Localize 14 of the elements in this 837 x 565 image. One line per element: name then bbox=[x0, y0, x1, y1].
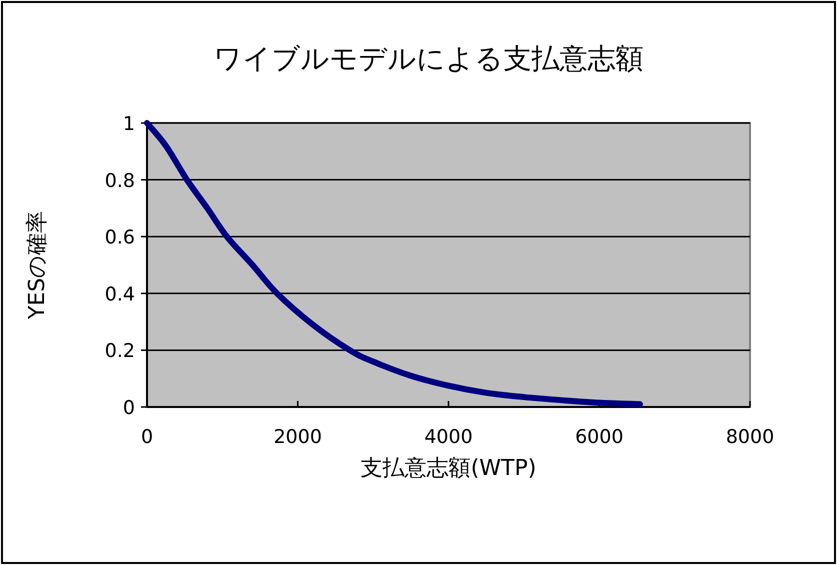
x-tick-label: 0 bbox=[140, 426, 154, 448]
x-axis-title: 支払意志額(WTP) bbox=[360, 456, 536, 481]
y-axis-title: YESの確率 bbox=[25, 210, 50, 320]
x-tick-label: 6000 bbox=[575, 426, 624, 448]
x-tick-label: 2000 bbox=[274, 426, 322, 448]
chart-title: ワイブルモデルによる支払意志額 bbox=[214, 42, 644, 75]
y-tick-label: 0.2 bbox=[104, 340, 135, 362]
y-tick-label: 0.4 bbox=[104, 283, 135, 306]
x-tick-label: 8000 bbox=[726, 426, 774, 448]
x-tick-label: 4000 bbox=[424, 426, 473, 448]
y-tick-label: 1 bbox=[122, 113, 135, 135]
y-tick-label: 0.6 bbox=[104, 226, 135, 249]
y-tick-label: 0.8 bbox=[104, 170, 135, 192]
y-tick-label: 0 bbox=[122, 397, 135, 419]
